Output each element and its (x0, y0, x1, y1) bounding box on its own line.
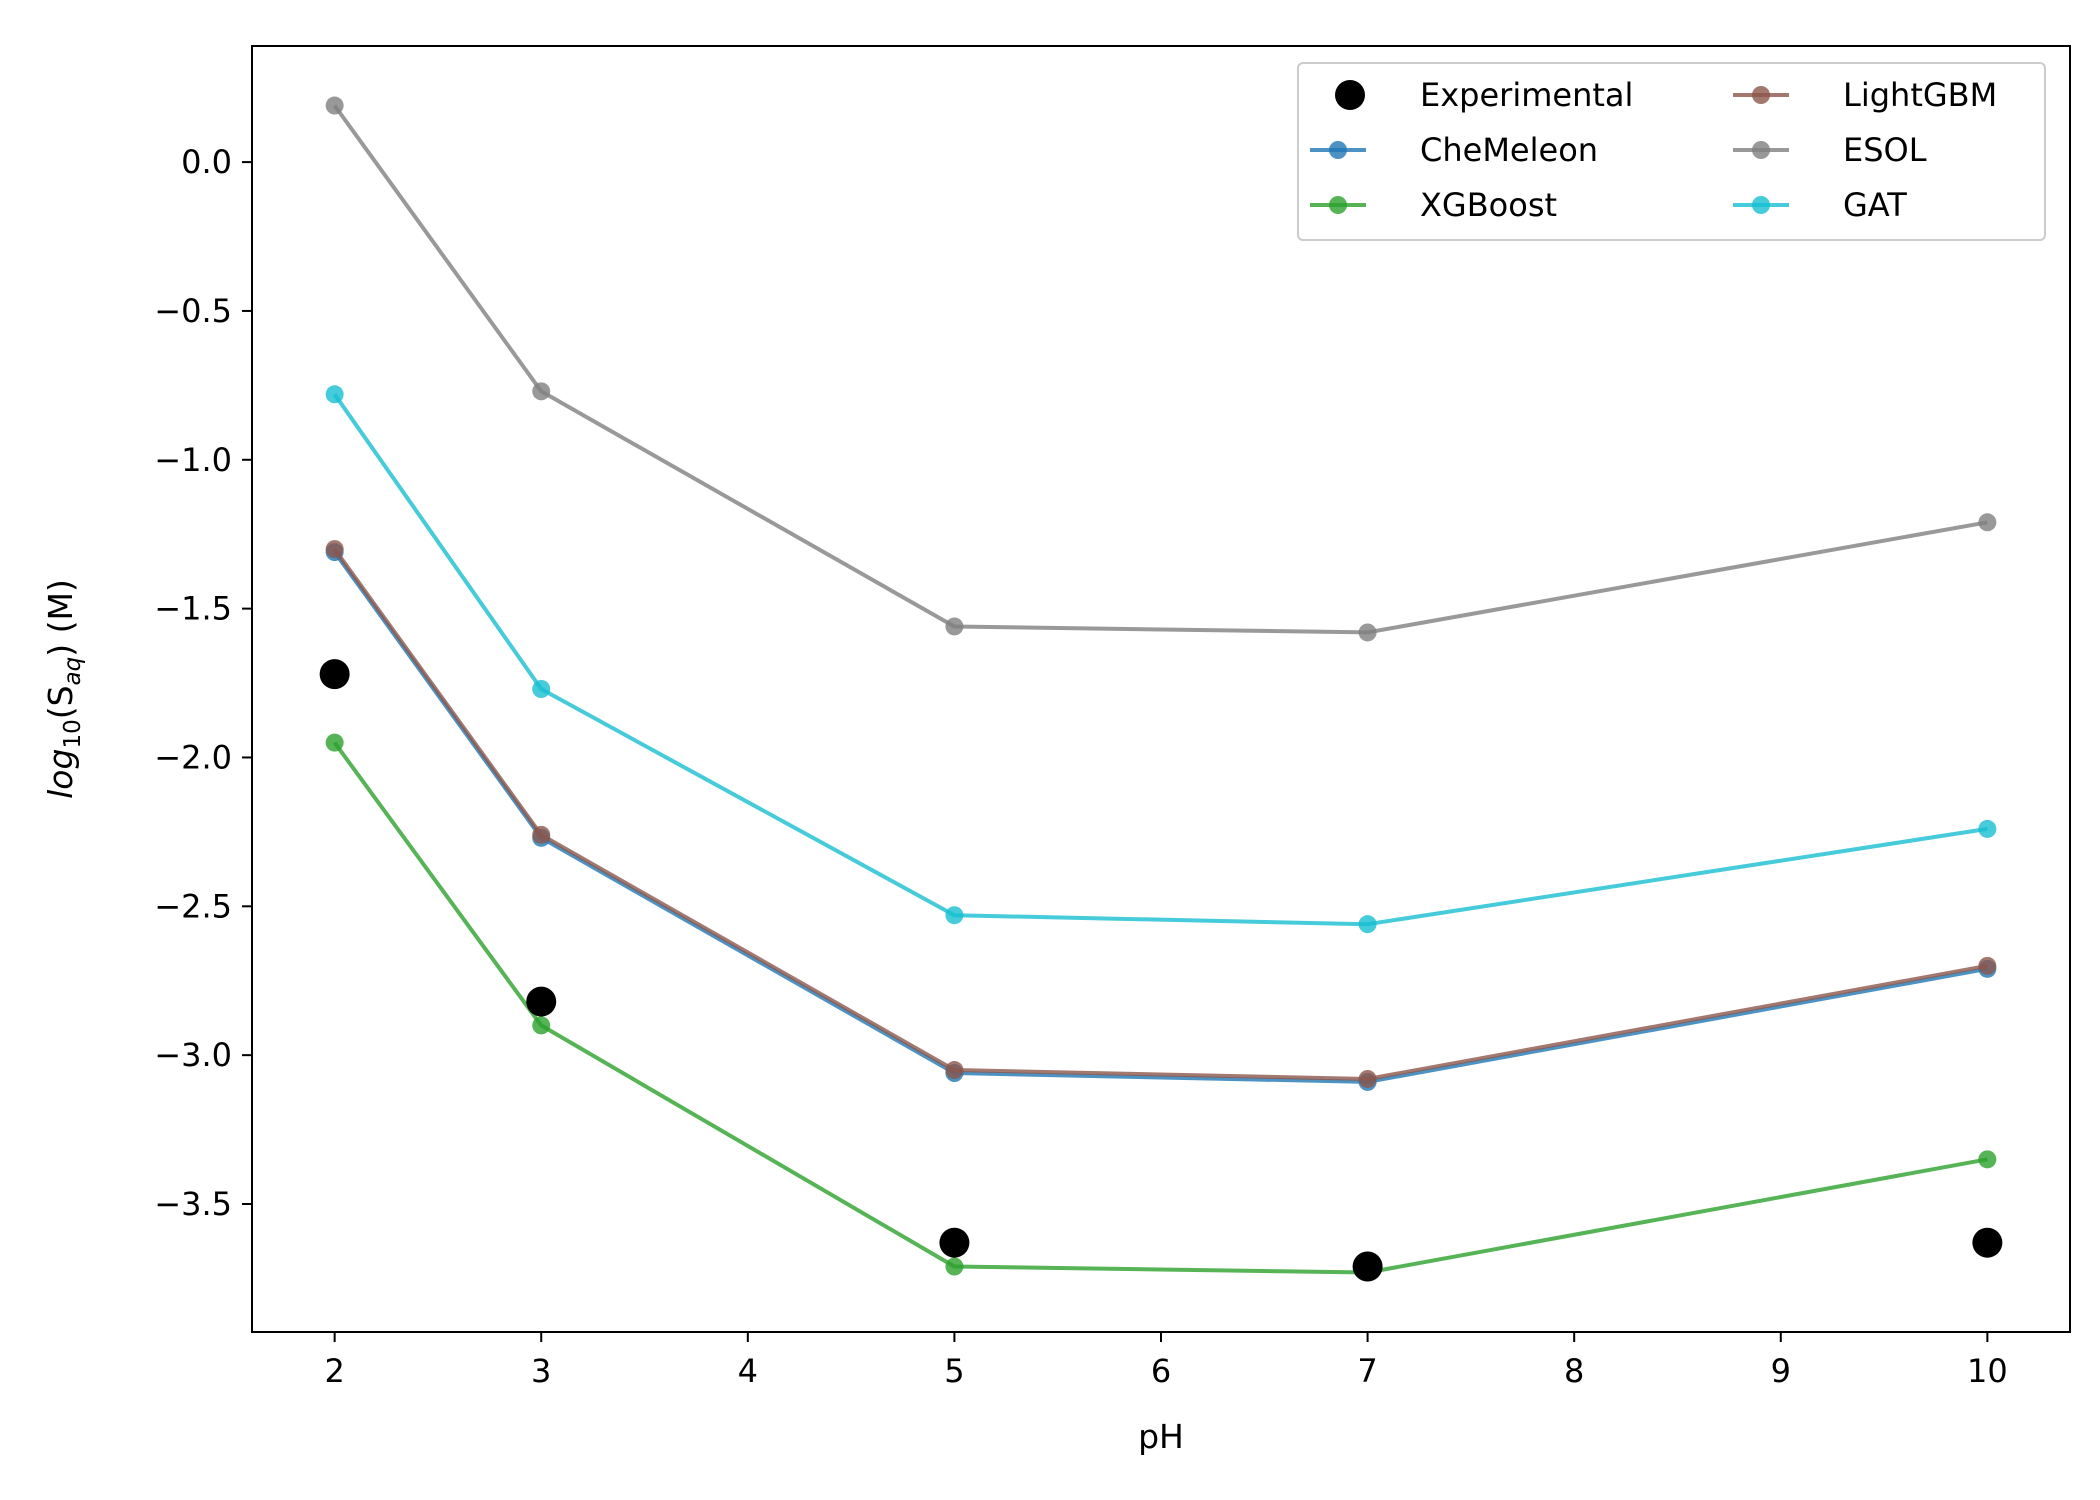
legend-frame (1297, 62, 2046, 241)
data-point-lightgbm (1978, 956, 1997, 975)
legend-marker-gat (1752, 196, 1770, 214)
legend-label-gat: GAT (1843, 186, 1907, 224)
y-tick-label: −3.5 (154, 1185, 232, 1223)
data-point-experimental (1972, 1227, 2003, 1258)
legend-marker-esol (1752, 141, 1770, 159)
x-tick-label: 7 (1357, 1352, 1377, 1390)
legend-entry-esol: ESOL (1733, 131, 1927, 169)
plot-area (319, 96, 2003, 1282)
series-xgboost (325, 733, 1997, 1282)
x-tick-label: 6 (1151, 1352, 1171, 1390)
x-tick-label: 10 (1967, 1352, 2008, 1390)
data-point-gat (325, 385, 344, 404)
data-point-xgboost (325, 733, 344, 752)
data-point-xgboost (532, 1016, 551, 1035)
legend-entry-experimental: Experimental (1335, 76, 1633, 114)
data-point-gat (1978, 819, 1997, 838)
x-axis-label: pH (1138, 1417, 1184, 1456)
y-tick-label: −0.5 (154, 292, 232, 330)
x-tick-label: 9 (1771, 1352, 1791, 1390)
data-point-esol (945, 617, 964, 636)
legend-label-experimental: Experimental (1420, 76, 1633, 114)
legend-marker-experimental (1335, 80, 1365, 110)
y-axis-label: log10(Saq) (M) (41, 579, 86, 799)
legend-marker-xgboost (1329, 196, 1347, 214)
data-point-gat (532, 680, 551, 698)
x-tick-label: 2 (324, 1352, 344, 1390)
y-tick-label: 0.0 (181, 143, 232, 181)
y-tick-label: −2.0 (154, 738, 232, 776)
y-tick-label: −2.5 (154, 887, 232, 925)
x-tick-label: 3 (531, 1352, 551, 1390)
legend-label-lightgbm: LightGBM (1843, 76, 1997, 114)
y-tick-label: −1.5 (154, 590, 232, 628)
axis-ticks: 2 3 4 5 6 7 8 9 10 0.0 −0.5 −1.0 −1.5 −2.0 −2.5 −3.0 −3.… (154, 143, 2007, 1390)
legend-entries: Experimental CheMeleon XGBoost LightGBM ESOL… (1310, 76, 1997, 224)
data-point-experimental (1352, 1251, 1383, 1282)
legend-label-xgboost: XGBoost (1420, 186, 1557, 224)
legend-entry-xgboost: XGBoost (1310, 186, 1557, 224)
x-tick-label: 8 (1564, 1352, 1584, 1390)
series-gat (325, 385, 1997, 934)
legend-entry-chemeleon: CheMeleon (1310, 131, 1598, 169)
data-point-lightgbm (1358, 1069, 1377, 1088)
data-point-xgboost (1978, 1150, 1997, 1169)
data-point-esol (532, 382, 551, 401)
data-point-esol (325, 96, 344, 115)
data-point-lightgbm (532, 825, 551, 844)
legend-label-esol: ESOL (1843, 131, 1927, 169)
series-lightgbm (325, 540, 1997, 1088)
data-point-esol (1978, 513, 1997, 532)
legend-marker-lightgbm (1752, 86, 1770, 104)
y-tick-label: −3.0 (154, 1036, 232, 1074)
data-point-xgboost (945, 1257, 964, 1276)
data-point-gat (1358, 915, 1377, 934)
legend-entry-gat: GAT (1733, 186, 1907, 224)
data-point-experimental (939, 1227, 970, 1258)
y-tick-label: −1.0 (154, 441, 232, 479)
data-point-experimental (319, 659, 350, 690)
legend: Experimental CheMeleon XGBoost LightGBM ESOL… (1297, 62, 2046, 241)
data-point-experimental (526, 986, 557, 1017)
legend-marker-chemeleon (1329, 141, 1347, 159)
data-point-lightgbm (945, 1061, 964, 1080)
x-tick-label: 4 (738, 1352, 758, 1390)
x-tick-label: 5 (944, 1352, 964, 1390)
series-esol (325, 96, 1997, 642)
data-point-esol (1358, 623, 1377, 642)
data-point-gat (945, 906, 964, 925)
legend-label-chemeleon: CheMeleon (1420, 131, 1598, 169)
data-point-lightgbm (325, 540, 344, 559)
series-experimental (319, 659, 2003, 1282)
legend-entry-lightgbm: LightGBM (1733, 76, 1997, 114)
